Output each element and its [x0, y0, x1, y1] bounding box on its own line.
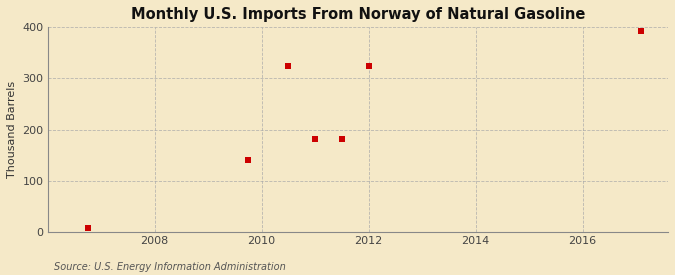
Y-axis label: Thousand Barrels: Thousand Barrels [7, 81, 17, 178]
Point [82, 226, 93, 230]
Point [310, 137, 321, 141]
Text: Source: U.S. Energy Information Administration: Source: U.S. Energy Information Administ… [54, 262, 286, 272]
Point [283, 64, 294, 68]
Point [636, 29, 647, 33]
Point [363, 64, 374, 68]
Point [336, 137, 347, 141]
Point [243, 158, 254, 163]
Title: Monthly U.S. Imports From Norway of Natural Gasoline: Monthly U.S. Imports From Norway of Natu… [131, 7, 585, 22]
